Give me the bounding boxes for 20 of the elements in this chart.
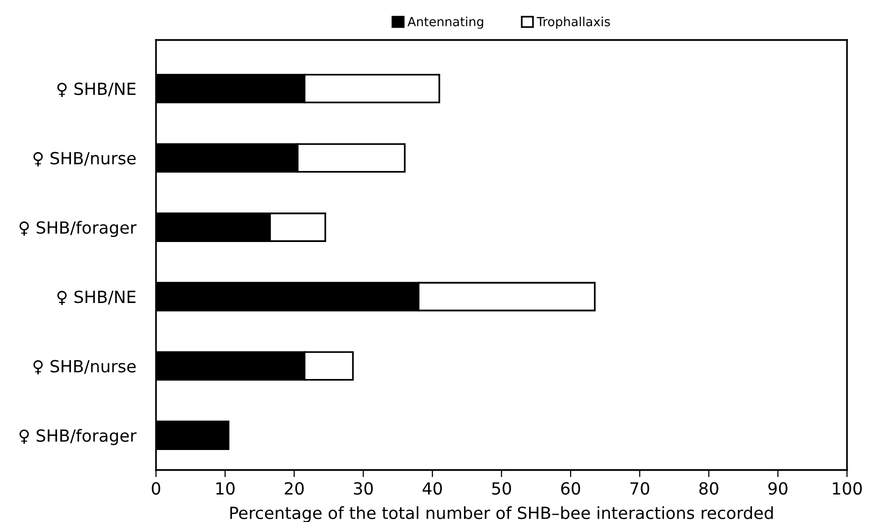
y-tick-label: ♀ SHB/nurse: [33, 360, 136, 374]
x-tick-label: 30: [354, 482, 373, 495]
x-tick-label: 40: [422, 482, 442, 495]
x-tick-label: 80: [699, 482, 718, 495]
x-tick-label: 50: [492, 482, 511, 495]
x-axis-title: Percentage of the total number of SHB–bee interactions recorded: [230, 506, 773, 522]
x-tick-label: 60: [561, 482, 580, 495]
y-tick-label: ♀ SHB/nurse: [33, 152, 136, 166]
legend-label: Trophallaxis: [536, 16, 610, 29]
y-tick-label: ♀ SHB/forager: [19, 428, 137, 446]
x-tick-label: 90: [768, 482, 788, 495]
legend-label: Antennating: [408, 16, 484, 29]
x-tick-label: 70: [630, 482, 650, 495]
x-tick-label: 100: [832, 482, 862, 495]
x-tick-label: 20: [284, 482, 304, 495]
x-tick-label: 0: [152, 482, 160, 495]
y-tick-label: ♀ SHB/forager: [19, 220, 137, 238]
y-tick-label: ♀ SHB/NE: [57, 290, 136, 306]
x-tick-label: 10: [216, 482, 235, 495]
y-tick-label: ♀ SHB/NE: [57, 82, 136, 97]
